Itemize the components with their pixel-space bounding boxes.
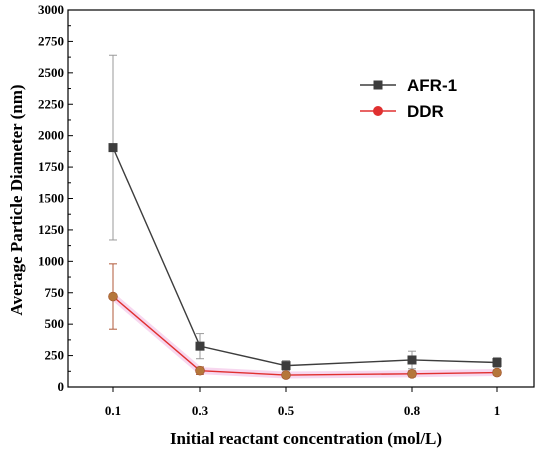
data-point	[281, 361, 291, 371]
y-tick-label: 500	[45, 316, 65, 331]
data-point	[407, 369, 417, 379]
legend-label: AFR-1	[407, 76, 457, 95]
data-point	[195, 365, 205, 376]
y-tick-label: 1250	[38, 222, 64, 237]
data-point	[108, 291, 118, 302]
series-line	[112, 147, 498, 367]
data-point	[407, 355, 417, 365]
series-ddr	[108, 263, 502, 380]
y-tick-label: 1500	[38, 191, 64, 206]
legend-item: DDR	[360, 102, 444, 121]
y-tick-label: 2250	[38, 96, 64, 111]
x-tick-label: 1	[494, 403, 501, 418]
y-axis-title: Average Particle Diameter (nm)	[7, 84, 26, 315]
legend-label: DDR	[407, 102, 444, 121]
y-tick-label: 750	[45, 285, 65, 300]
series-afr-1	[108, 54, 502, 372]
x-tick-label: 0.1	[105, 403, 121, 418]
axes: 0 250 500 750 1000 1250 1500 1750 2000 2250 2500 27…	[38, 2, 535, 418]
series-layer	[108, 54, 502, 380]
y-tick-label: 2000	[38, 128, 64, 143]
series-line	[112, 295, 498, 376]
data-point	[281, 370, 291, 380]
x-tick-label: 0.8	[404, 403, 421, 418]
y-tick-label: 1000	[38, 253, 64, 268]
y-tick-label: 2750	[38, 33, 64, 48]
data-point	[195, 341, 205, 351]
y-tick-label: 250	[45, 348, 65, 363]
legend: AFR-1 DDR	[360, 76, 457, 121]
plot-frame	[67, 9, 535, 388]
data-point	[492, 367, 502, 378]
y-tick-label: 0	[58, 379, 65, 394]
x-tick-label: 0.5	[278, 403, 295, 418]
legend-marker	[373, 80, 383, 90]
legend-item: AFR-1	[360, 76, 457, 95]
x-axis-title: Initial reactant concentration (mol/L)	[170, 429, 442, 448]
x-tick-label: 0.3	[192, 403, 209, 418]
legend-marker	[373, 106, 383, 116]
y-tick-label: 2500	[38, 65, 64, 80]
series-halo	[110, 293, 498, 379]
data-point	[108, 143, 118, 153]
y-tick-label: 3000	[38, 2, 64, 17]
y-tick-label: 1750	[38, 159, 64, 174]
data-point	[492, 357, 502, 367]
